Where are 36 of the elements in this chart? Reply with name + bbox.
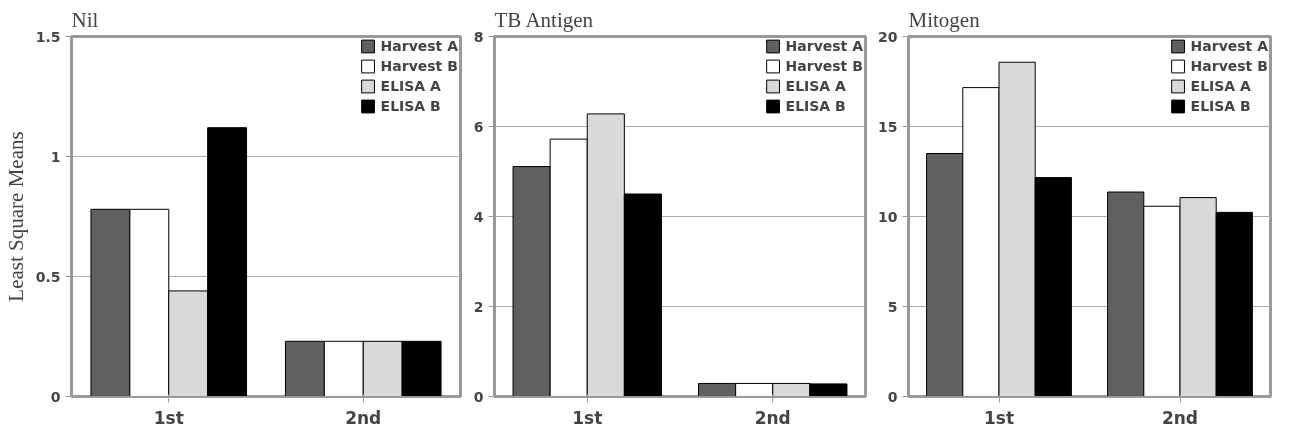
y-tick-label: 6	[473, 118, 484, 135]
x-tick-label: 2nd	[754, 407, 791, 428]
y-tick-label: 8	[473, 28, 484, 45]
y-tick-label: 1.5	[35, 28, 61, 45]
x-tick-label: 2nd	[345, 407, 382, 428]
y-tick-label: 20	[878, 28, 898, 45]
y-axis-title: Least Square Means	[3, 131, 28, 302]
y-tick-label: 2	[473, 298, 484, 315]
y-tick-label: 0.5	[35, 268, 61, 285]
y-tick-label: 1	[50, 148, 61, 165]
legend-label: ELISA A	[380, 78, 441, 94]
legend-label: Harvest B	[380, 58, 458, 74]
legend-label: ELISA B	[785, 98, 846, 114]
x-tick-label: 1st	[983, 407, 1015, 428]
legend-label: ELISA B	[1190, 98, 1251, 114]
y-tick-label: 0	[473, 388, 484, 405]
legend-label: Harvest A	[785, 38, 863, 54]
legend-label: ELISA A	[1190, 78, 1251, 94]
x-tick-label: 1st	[572, 407, 603, 428]
legend-label: Harvest B	[1190, 58, 1268, 74]
y-tick-label: 15	[878, 118, 898, 135]
y-tick-label: 4	[473, 208, 484, 225]
chart-title: TB Antigen	[494, 7, 594, 32]
legend-label: ELISA A	[785, 78, 846, 94]
y-tick-label: 0	[887, 388, 898, 405]
legend-label: Harvest A	[380, 38, 458, 54]
chart-title: Mitogen	[908, 7, 981, 32]
legend-label: Harvest B	[785, 58, 863, 74]
x-tick-label: 1st	[153, 407, 184, 428]
legend-label: Harvest A	[1190, 38, 1268, 54]
legend-label: ELISA B	[380, 98, 441, 114]
chart-title: Nil	[71, 7, 99, 32]
y-tick-label: 10	[878, 208, 898, 225]
y-tick-label: 5	[887, 298, 898, 315]
y-tick-label: 0	[50, 388, 61, 405]
x-tick-label: 2nd	[1161, 407, 1199, 428]
